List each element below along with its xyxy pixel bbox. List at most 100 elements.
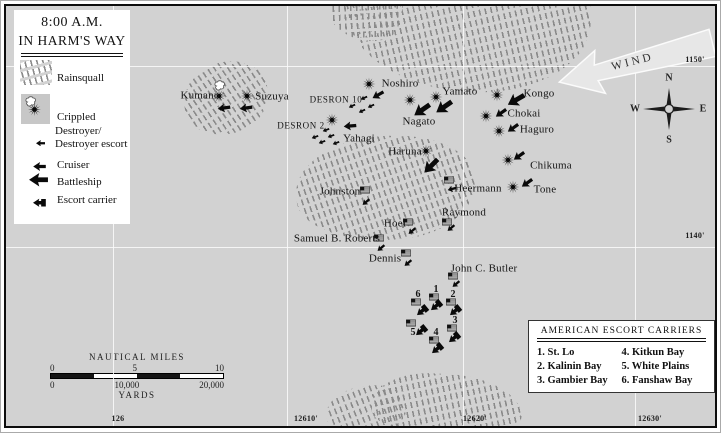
ship-carrier-4 (429, 341, 445, 357)
sun-haruna (419, 144, 433, 158)
scale-nm-ticks: 0 5 10 (50, 363, 224, 373)
label-desron-2: DESRON 2 (277, 120, 325, 131)
desron10-dd-1 (360, 94, 368, 101)
compass-n-label: N (665, 72, 673, 84)
carrier-number-3: 3 (452, 315, 458, 326)
ship-suzuya (239, 103, 253, 114)
label-dennis: Dennis (368, 252, 402, 265)
marker-layer: 1150' 1140' 126 12610' 12620' 12630' Kumano Suz… (6, 6, 715, 426)
scale-bar: NAUTICAL MILES 0 5 10 0 10,000 20,000 YA… (50, 352, 224, 400)
label-heermann: Heermann (454, 182, 502, 195)
grid-parallel-line (6, 66, 715, 67)
desron2-dd-4 (332, 139, 340, 146)
ship-johnston (360, 197, 371, 208)
carrier-item: 4. Kitkun Bay (621, 347, 685, 358)
carrier-item: 5. White Plains (621, 361, 690, 372)
sun-tone (506, 180, 520, 194)
carrier-item: 2. Kalinin Bay (537, 361, 602, 372)
grid-coordinate-label: 1140' (685, 231, 705, 240)
carrier-item: 6. Fanshaw Bay (621, 375, 693, 386)
label-haruna: Haruna (388, 145, 422, 158)
sun-yamato (429, 90, 443, 104)
grid-meridian-line (635, 6, 636, 426)
sun-haguro (492, 124, 506, 138)
sun-yahagi (325, 113, 339, 127)
ship-yamato (432, 96, 455, 118)
label-kongo: Kongo (523, 87, 555, 100)
compass-w-label: W (630, 103, 640, 115)
ship-john-c-butler (450, 279, 461, 290)
flag-johnston (360, 186, 370, 194)
carrier-number-1: 1 (433, 284, 439, 295)
carriers-box-title: AMERICAN ESCORT CARRIERS (540, 326, 703, 336)
scale-yd-ticks: 0 10,000 20,000 (50, 380, 224, 390)
carrier-number-6: 6 (415, 289, 421, 300)
carrier-number-2: 2 (450, 289, 456, 300)
nm-tick-10: 10 (215, 363, 224, 373)
legend-rainsquall-label: Rainsquall (57, 72, 105, 84)
grid-coordinate-label: 12620' (462, 414, 488, 423)
desron10-dd-2 (348, 102, 356, 109)
flag-john-c-butler (448, 272, 458, 280)
label-nagato: Nagato (402, 115, 436, 128)
decor-layer: WIND N S W E (6, 6, 715, 426)
label-haguro: Haguro (519, 123, 555, 136)
grid-meridian-line (287, 6, 288, 426)
flag-carrier-6 (411, 298, 421, 306)
grid-coordinate-label: 12630' (637, 414, 663, 423)
compass-s-label: S (666, 134, 672, 146)
label-suzuya: Suzuya (255, 90, 289, 103)
ship-haruna (420, 155, 443, 178)
flag-carrier-4 (429, 336, 439, 344)
ship-carrier-5 (413, 323, 429, 339)
ship-carrier-2 (447, 303, 463, 319)
ship-chokai (493, 106, 509, 121)
ship-dennis (402, 258, 413, 269)
ship-heermann (447, 185, 457, 194)
cruiser-icon (33, 158, 46, 176)
sun-noshiro (362, 77, 376, 91)
sun-nagato (403, 93, 417, 107)
grid-coordinate-label: 1150' (685, 55, 705, 64)
carrier-number-4: 4 (433, 327, 439, 338)
scale-yards-label: YARDS (118, 390, 156, 400)
legend-destroyer-label-2: Destroyer escort (55, 138, 128, 150)
flag-carrier-1 (429, 293, 439, 301)
flag-carrier-3 (447, 324, 457, 332)
ship-carrier-1 (428, 298, 444, 314)
legend-escort-carrier-label: Escort carrier (57, 194, 117, 206)
carrier-item: 3. Gambier Bay (537, 375, 608, 386)
sun-chikuma (501, 153, 515, 167)
ship-kumano (217, 103, 231, 114)
scale-bar-rule (50, 373, 224, 379)
compass-e-label: E (699, 103, 707, 115)
flag-raymond (442, 218, 452, 226)
label-samuel-b-roberts: Samuel B. Roberts (293, 232, 381, 245)
grid-coordinate-label: 126 (111, 414, 125, 423)
ship-carrier-3 (446, 330, 462, 346)
yd-tick-0: 0 (50, 380, 55, 390)
desron2-dd-3 (327, 132, 335, 139)
ship-kongo (504, 89, 527, 110)
rainsquall-swatch (20, 60, 52, 85)
carrier-number-5: 5 (410, 327, 416, 338)
label-noshiro: Noshiro (381, 77, 419, 90)
carriers-column-1: 1. St. Lo 2. Kalinin Bay 3. Gambier Bay (537, 346, 622, 388)
destroyer-icon (36, 133, 45, 151)
map-frame: WIND N S W E 1150' 1140' 126 12610' 12620' 12… (4, 4, 717, 428)
wind-arrow-shape (557, 28, 715, 95)
nm-tick-0: 0 (50, 363, 55, 373)
flag-hoel (403, 218, 413, 226)
flag-heermann (444, 176, 454, 184)
flag-carrier-5 (406, 319, 416, 327)
american-escort-carriers-box: AMERICAN ESCORT CARRIERS 1. St. Lo 2. Ka… (528, 320, 715, 393)
desron10-dd-4 (367, 102, 375, 109)
label-hoel: Hoel (383, 217, 407, 230)
ship-noshiro (370, 88, 386, 102)
battleship-icon (29, 173, 48, 192)
label-john-c-butler: John C. Butler (450, 262, 518, 275)
ship-tone (519, 176, 535, 191)
label-yahagi: Yahagi (343, 132, 375, 145)
map-title-line2: IN HARM'S WAY (18, 33, 126, 48)
ship-chikuma (511, 149, 527, 164)
